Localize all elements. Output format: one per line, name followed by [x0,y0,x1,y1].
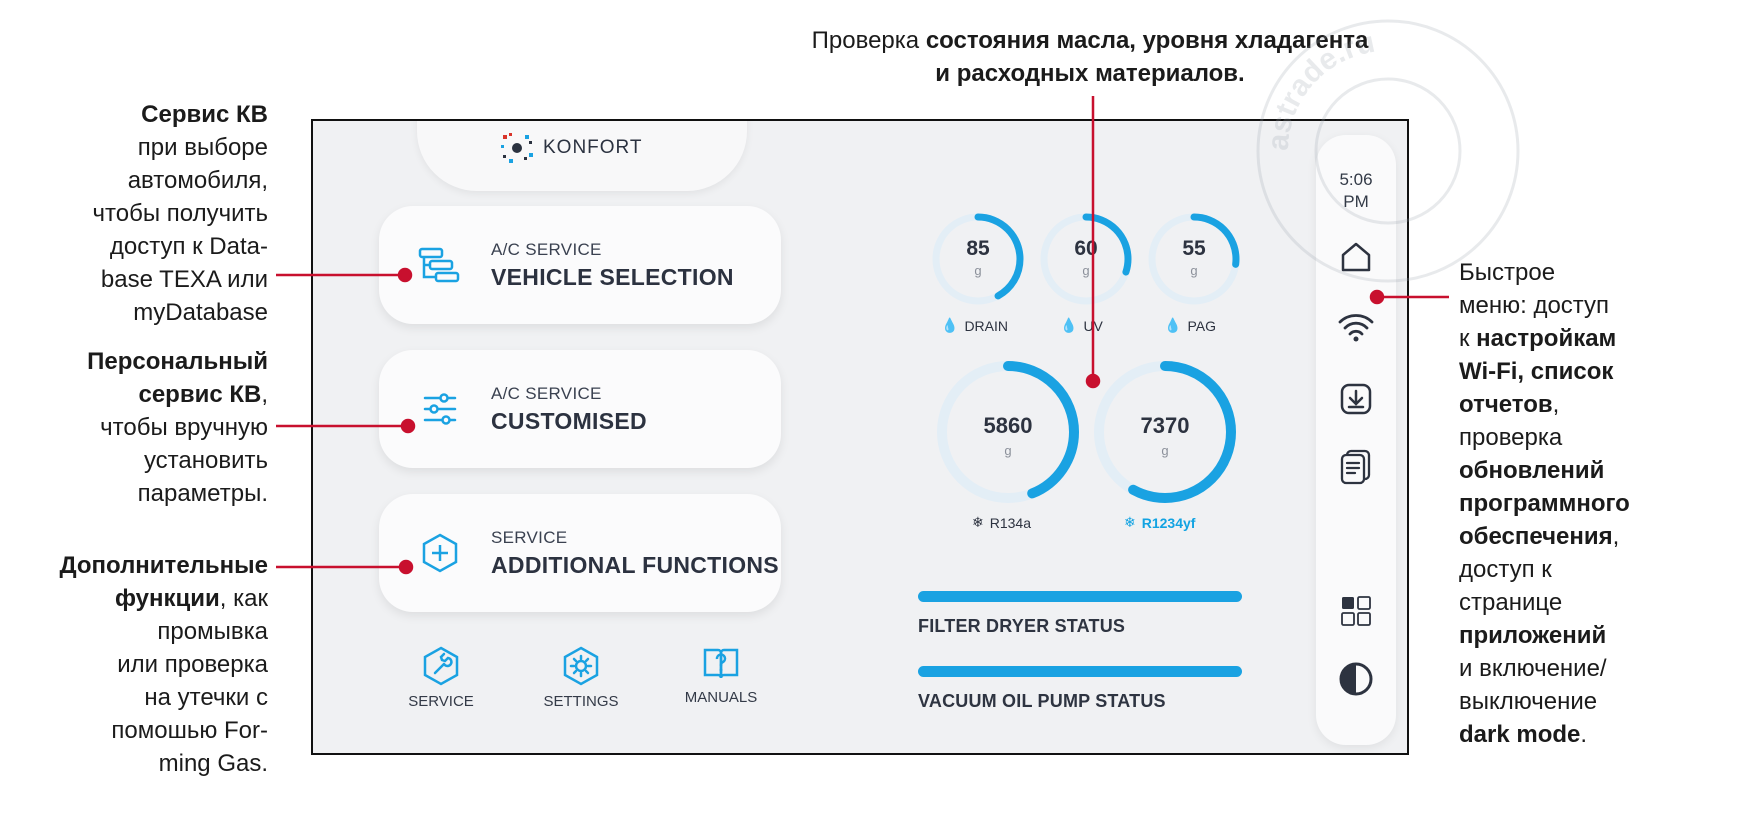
annotation-oil-coolant-check: Проверка состояния масла, уровня хладаге… [811,27,1369,87]
konfort-logo: KONFORT [499,131,643,165]
r134a-gauge: 5860 g [933,357,1083,507]
manuals-button[interactable]: MANUALS [671,646,771,706]
device-screen: KONFORT A/C SERVICE VEHICLE SELECTION [311,119,1409,755]
card-small-label: A/C SERVICE [491,383,602,403]
gauge-level-arc [1148,213,1240,305]
gauge-level-arc [937,361,1079,503]
vacuum-oil-pump-status: VACUUM OIL PUMP STATUS [918,666,1242,712]
filter-dryer-status-label: FILTER DRYER STATUS [918,616,1126,636]
gauge-value: 55 [1182,237,1206,260]
card-title: ADDITIONAL FUNCTIONS [491,551,779,578]
additional-functions-card[interactable]: SERVICE ADDITIONAL FUNCTIONS [379,494,781,612]
drop-icon: 💧 [1164,317,1182,333]
settings-button-label: SETTINGS [543,693,619,710]
sliders-icon [409,392,471,426]
gauge-value: 85 [966,237,990,260]
quick-menu-sidebar: 5:06 PM [1316,135,1396,745]
gauge-value: 60 [1074,237,1098,260]
r1234yf-label: ❄ R1234yf [1124,514,1196,531]
card-small-label: A/C SERVICE [491,239,602,259]
gear-hexagon-icon [563,646,599,686]
gauge-unit: g [1161,443,1169,458]
plus-hexagon-icon [409,533,471,573]
vacuum-oil-pump-status-label: VACUUM OIL PUMP STATUS [918,691,1166,711]
gauge-level-arc [1094,361,1236,503]
annotation-quick-menu: Быстрое меню: доступ к настройкам Wi-Fi,… [1459,259,1630,748]
annotation-service-kb: Сервис КВ при выборе автомобиля, чтобы п… [92,101,268,326]
manuals-button-label: MANUALS [684,689,758,706]
download-icon[interactable] [1336,379,1376,419]
vacuum-oil-pump-status-bar [918,666,1242,677]
clock: 5:06 PM [1339,170,1373,211]
wifi-icon[interactable] [1336,307,1376,347]
wrench-hexagon-icon [423,646,459,686]
drain-gauge: 85 g [930,211,1026,307]
gauge-level-arc [1040,213,1132,305]
uv-label: 💧 UV [1060,317,1103,334]
dark-mode-icon[interactable] [1336,659,1376,699]
service-button[interactable]: SERVICE [391,646,491,710]
annotation-additional-functions: Дополнительные функции, как промывка или… [59,552,268,777]
book-question-icon [703,648,739,679]
settings-button[interactable]: SETTINGS [531,646,631,710]
gauge-unit: g [974,263,982,278]
gauge-value: 7370 [1140,413,1190,438]
database-list-icon [409,247,471,283]
drop-icon: 💧 [941,317,959,333]
uv-gauge: 60 g [1038,211,1134,307]
logo-text: KONFORT [543,137,643,158]
card-title: VEHICLE SELECTION [491,263,734,290]
card-title: CUSTOMISED [491,407,647,434]
logo-tab [417,121,747,191]
gauge-unit: g [1082,263,1090,278]
pag-gauge: 55 g [1146,211,1242,307]
drain-label: 💧 DRAIN [941,317,1008,334]
filter-dryer-status-bar [918,591,1242,602]
gauge-unit: g [1004,443,1012,458]
vehicle-selection-card[interactable]: A/C SERVICE VEHICLE SELECTION [379,206,781,324]
r134a-label: ❄ R134a [972,514,1031,531]
drop-icon: 💧 [1060,317,1078,333]
filter-dryer-status: FILTER DRYER STATUS [918,591,1242,637]
reports-icon[interactable] [1336,447,1376,487]
snowflake-icon: ❄ [1124,514,1136,530]
home-icon[interactable] [1336,237,1376,277]
snowflake-icon: ❄ [972,514,984,530]
service-button-label: SERVICE [408,693,474,710]
gauge-level-arc [932,213,1024,305]
r1234yf-gauge: 7370 g [1090,357,1240,507]
pag-label: 💧 PAG [1164,317,1216,334]
apps-grid-icon[interactable] [1336,591,1376,631]
card-small-label: SERVICE [491,527,568,547]
konfort-logo-icon [501,133,533,163]
customised-service-card[interactable]: A/C SERVICE CUSTOMISED [379,350,781,468]
gauge-unit: g [1190,263,1198,278]
gauge-value: 5860 [983,413,1033,438]
annotation-personal-service: Персональный сервис КВ, чтобы вручную ус… [87,348,268,507]
